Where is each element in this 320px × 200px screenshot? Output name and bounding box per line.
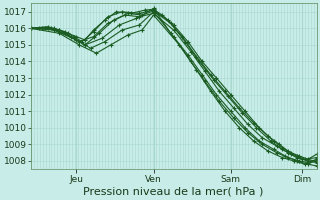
X-axis label: Pression niveau de la mer( hPa ): Pression niveau de la mer( hPa ) <box>84 187 264 197</box>
